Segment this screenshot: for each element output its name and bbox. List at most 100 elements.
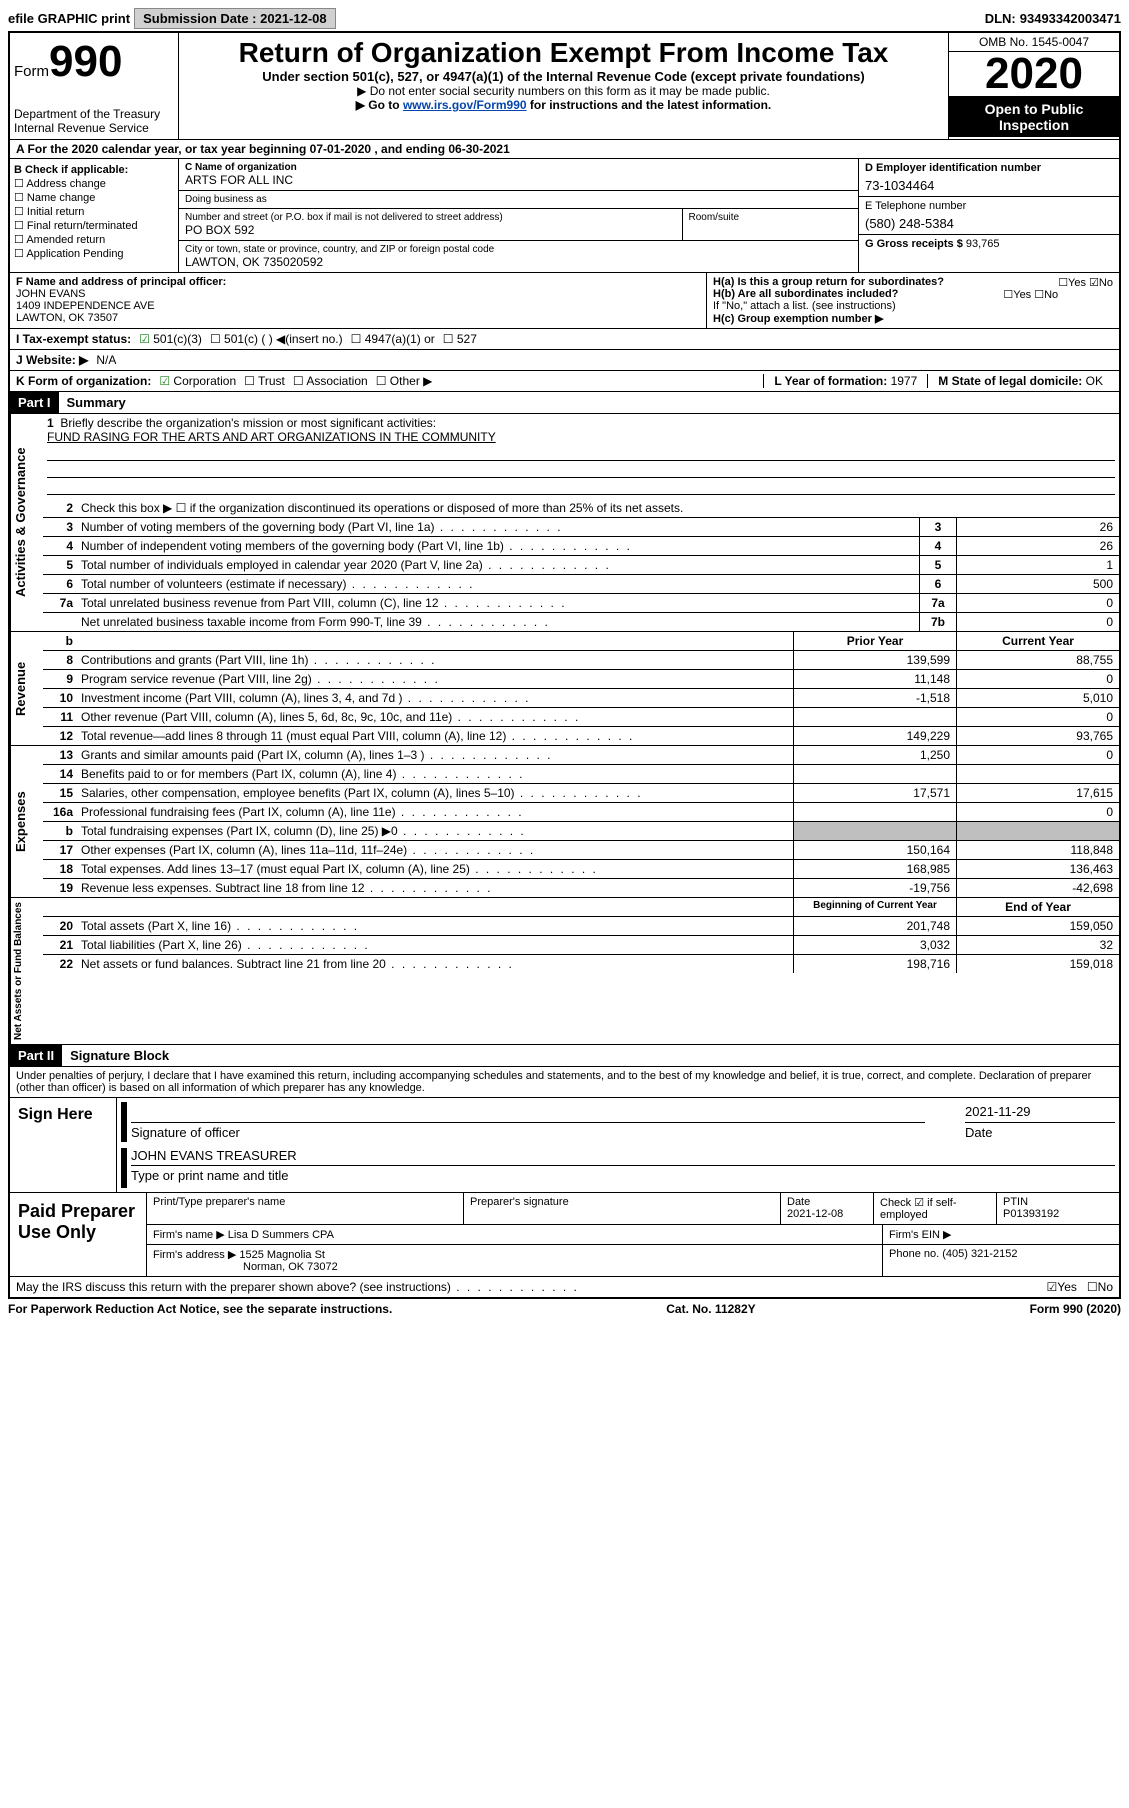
chk-final[interactable]: Final return/terminated	[14, 219, 174, 232]
form-990: Form990 Department of the Treasury Inter…	[8, 31, 1121, 1299]
sig-date: 2021-11-29	[965, 1104, 1115, 1123]
self-employed[interactable]: Check ☑ if self-employed	[874, 1193, 997, 1224]
street: PO BOX 592	[185, 223, 676, 237]
revenue-section: Revenue b Prior Year Current Year 8Contr…	[10, 632, 1119, 746]
chk-501c[interactable]: 501(c) ( ) ◀(insert no.)	[210, 332, 343, 346]
irs-link[interactable]: www.irs.gov/Form990	[403, 98, 527, 112]
tax-year: 2020	[949, 52, 1119, 97]
summary-row: 18Total expenses. Add lines 13–17 (must …	[43, 860, 1119, 879]
chk-501c3[interactable]: 501(c)(3)	[139, 332, 202, 346]
summary-row: 13Grants and similar amounts paid (Part …	[43, 746, 1119, 765]
header-right: OMB No. 1545-0047 2020 Open to Public In…	[948, 33, 1119, 139]
side-netassets: Net Assets or Fund Balances	[10, 898, 43, 1044]
netassets-section: Net Assets or Fund Balances Beginning of…	[10, 898, 1119, 1045]
discuss-yes[interactable]: ☑Yes	[1047, 1280, 1077, 1294]
summary-row: 4Number of independent voting members of…	[43, 537, 1119, 556]
summary-row: 8Contributions and grants (Part VIII, li…	[43, 651, 1119, 670]
chk-pending[interactable]: Application Pending	[14, 247, 174, 260]
footer: For Paperwork Reduction Act Notice, see …	[8, 1299, 1121, 1319]
website: N/A	[96, 353, 116, 367]
submission-date-btn[interactable]: Submission Date : 2021-12-08	[134, 8, 336, 29]
chk-other[interactable]: Other ▶	[376, 374, 433, 388]
summary-row: bTotal fundraising expenses (Part IX, co…	[43, 822, 1119, 841]
summary-row: 5Total number of individuals employed in…	[43, 556, 1119, 575]
phone: (580) 248-5384	[865, 216, 1113, 231]
summary-row: 10Investment income (Part VIII, column (…	[43, 689, 1119, 708]
footer-left: For Paperwork Reduction Act Notice, see …	[8, 1302, 392, 1316]
summary-row: 7aTotal unrelated business revenue from …	[43, 594, 1119, 613]
dept-line2: Internal Revenue Service	[14, 121, 174, 135]
ptin: P01393192	[1003, 1208, 1059, 1220]
discuss-row: May the IRS discuss this return with the…	[10, 1277, 1119, 1297]
dln-value: 93493342003471	[1020, 11, 1121, 26]
form-header: Form990 Department of the Treasury Inter…	[10, 33, 1119, 140]
chk-corp[interactable]: Corporation	[159, 374, 236, 388]
form-subtitle: Under section 501(c), 527, or 4947(a)(1)…	[183, 69, 944, 84]
section-bcd: B Check if applicable: Address change Na…	[10, 159, 1119, 273]
mission-text: FUND RASING FOR THE ARTS AND ART ORGANIZ…	[47, 430, 496, 444]
officer-sig-name: JOHN EVANS TREASURER	[131, 1148, 1115, 1163]
summary-row: 11Other revenue (Part VIII, column (A), …	[43, 708, 1119, 727]
box-d: D Employer identification number 73-1034…	[858, 159, 1119, 272]
sign-here-label: Sign Here	[10, 1098, 117, 1192]
preparer-label: Paid Preparer Use Only	[10, 1193, 146, 1276]
row-fh: F Name and address of principal officer:…	[10, 273, 1119, 329]
summary-row: 6Total number of volunteers (estimate if…	[43, 575, 1119, 594]
chk-amended[interactable]: Amended return	[14, 233, 174, 246]
firm-addr: 1525 Magnolia St	[239, 1249, 325, 1261]
box-b: B Check if applicable: Address change Na…	[10, 159, 179, 272]
form-label: Form	[14, 63, 49, 80]
footer-mid: Cat. No. 11282Y	[666, 1302, 755, 1316]
prep-date: 2021-12-08	[787, 1208, 843, 1220]
ein: 73-1034464	[865, 178, 1113, 193]
row-i: I Tax-exempt status: 501(c)(3) 501(c) ( …	[10, 329, 1119, 350]
summary-row: Net unrelated business taxable income fr…	[43, 613, 1119, 631]
chk-527[interactable]: 527	[443, 332, 477, 346]
summary-row: 12Total revenue—add lines 8 through 11 (…	[43, 727, 1119, 745]
box-f: F Name and address of principal officer:…	[10, 273, 706, 328]
sign-here-row: Sign Here Signature of officer 2021-11-2…	[10, 1098, 1119, 1193]
chk-initial[interactable]: Initial return	[14, 205, 174, 218]
box-h: H(a) Is this a group return for subordin…	[706, 273, 1119, 328]
chk-trust[interactable]: Trust	[244, 374, 285, 388]
chk-address[interactable]: Address change	[14, 177, 174, 190]
org-name: ARTS FOR ALL INC	[185, 173, 852, 187]
expenses-section: Expenses 13Grants and similar amounts pa…	[10, 746, 1119, 898]
note1: ▶ Do not enter social security numbers o…	[183, 84, 944, 98]
efile-label: efile GRAPHIC print	[8, 11, 130, 26]
row-k: K Form of organization: Corporation Trus…	[10, 371, 1119, 392]
row-j: J Website: ▶ N/A	[10, 350, 1119, 371]
summary-row: 9Program service revenue (Part VIII, lin…	[43, 670, 1119, 689]
summary-row: 21Total liabilities (Part X, line 26)3,0…	[43, 936, 1119, 955]
gross-receipts: 93,765	[966, 238, 1000, 250]
chk-4947[interactable]: 4947(a)(1) or	[351, 332, 435, 346]
governance-section: Activities & Governance 1 Briefly descri…	[10, 414, 1119, 632]
footer-right: Form 990 (2020)	[1030, 1302, 1121, 1316]
box-c: C Name of organization ARTS FOR ALL INC …	[179, 159, 858, 272]
discuss-no[interactable]: ☐No	[1087, 1280, 1113, 1294]
top-bar: efile GRAPHIC print Submission Date : 20…	[8, 8, 1121, 29]
part1-header: Part I Summary	[10, 392, 1119, 414]
note2: ▶ Go to www.irs.gov/Form990 for instruct…	[183, 98, 944, 112]
penalty-text: Under penalties of perjury, I declare th…	[10, 1067, 1119, 1098]
officer-name: JOHN EVANS	[16, 288, 85, 300]
header-left: Form990 Department of the Treasury Inter…	[10, 33, 179, 139]
preparer-section: Paid Preparer Use Only Print/Type prepar…	[10, 1193, 1119, 1277]
summary-row: 3Number of voting members of the governi…	[43, 518, 1119, 537]
chk-assoc[interactable]: Association	[293, 374, 368, 388]
summary-row: 19Revenue less expenses. Subtract line 1…	[43, 879, 1119, 897]
part2-header: Part II Signature Block	[10, 1045, 1119, 1067]
prep-phone: (405) 321-2152	[942, 1248, 1017, 1260]
summary-row: 16aProfessional fundraising fees (Part I…	[43, 803, 1119, 822]
summary-row: 14Benefits paid to or for members (Part …	[43, 765, 1119, 784]
open-inspection: Open to Public Inspection	[949, 97, 1119, 137]
summary-row: 17Other expenses (Part IX, column (A), l…	[43, 841, 1119, 860]
dln-label: DLN:	[985, 11, 1016, 26]
summary-row: 20Total assets (Part X, line 16)201,7481…	[43, 917, 1119, 936]
year-formation: 1977	[891, 374, 918, 388]
chk-name[interactable]: Name change	[14, 191, 174, 204]
firm-name: Lisa D Summers CPA	[228, 1229, 334, 1241]
domicile: OK	[1086, 374, 1103, 388]
side-governance: Activities & Governance	[10, 414, 43, 631]
line-a: A For the 2020 calendar year, or tax yea…	[10, 140, 1119, 159]
